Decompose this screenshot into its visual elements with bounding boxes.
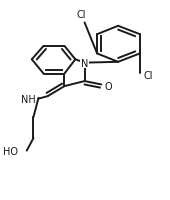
Text: O: O bbox=[105, 81, 112, 91]
Text: NH: NH bbox=[21, 94, 36, 104]
Text: Cl: Cl bbox=[143, 70, 153, 80]
Text: N: N bbox=[81, 58, 88, 68]
Text: HO: HO bbox=[3, 147, 18, 157]
Text: Cl: Cl bbox=[76, 10, 86, 20]
